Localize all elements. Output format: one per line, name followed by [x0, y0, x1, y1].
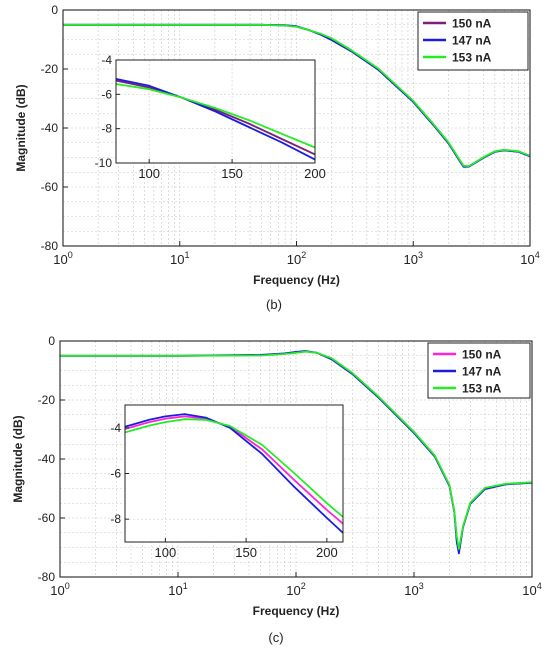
legend: 150 nA 147 nA 153 nA [427, 342, 531, 399]
inset-x-tick-label: 200 [304, 166, 326, 181]
x-tick-label: 100 [53, 250, 72, 267]
x-tick-label: 102 [286, 581, 305, 598]
inset-series-line-153-na [124, 418, 344, 518]
legend-label: 153 nA [452, 51, 492, 65]
inset-x-tick-label: 150 [221, 166, 243, 181]
y-tick-label: -80 [41, 239, 59, 253]
y-tick-label: -40 [41, 121, 59, 135]
x-tick-label: 101 [170, 250, 189, 267]
x-axis-label: Frequency (Hz) [253, 604, 340, 618]
inset-x-tick-label: 100 [138, 166, 160, 181]
inset-frame [115, 59, 316, 164]
legend-label: 147 nA [452, 34, 492, 48]
legend-label: 150 nA [452, 17, 492, 31]
x-tick-label: 104 [522, 581, 541, 598]
legend-label: 147 nA [462, 365, 502, 379]
legend-label: 150 nA [462, 348, 502, 362]
y-tick-label: -20 [41, 62, 59, 76]
x-axis-label: Frequency (Hz) [253, 273, 340, 287]
inset-y-tick-label: -8 [101, 122, 112, 136]
x-tick-label: 100 [50, 581, 69, 598]
x-tick-label: 101 [168, 581, 187, 598]
y-axis-label: Magnitude (dB) [14, 84, 28, 171]
inset-x-tick-label: 100 [155, 545, 177, 560]
y-tick-label: -20 [38, 393, 56, 407]
inset-series-line-153-na [115, 83, 316, 149]
inset-y-tick-label: -6 [101, 87, 112, 101]
x-tick-label: 104 [520, 250, 539, 267]
legend: 150 nA 147 nA 153 nA [417, 11, 529, 71]
x-tick-label: 103 [404, 581, 423, 598]
legend-label: 153 nA [462, 382, 502, 396]
inset-y-tick-label: -10 [95, 156, 113, 170]
inset-y-tick-label: -6 [110, 467, 121, 481]
inset-y-tick-label: -4 [101, 53, 112, 67]
series-line-153-na [63, 23, 531, 168]
y-tick-label: -40 [38, 452, 56, 466]
x-tick-label: 103 [404, 250, 423, 267]
inset-series-line-150-na [115, 79, 316, 156]
y-tick-label: -60 [41, 180, 59, 194]
y-tick-label: 0 [51, 3, 58, 17]
series-line-153-na [60, 350, 533, 550]
panel-b: 100 101 102 103 104 0 -20 -40 -60 -80 Frequency (H… [14, 3, 540, 312]
panel-c: 100 101 102 103 104 0 -20 -40 -60 -80 Frequency (H… [11, 334, 542, 645]
inset-y-tick-label: -4 [110, 421, 121, 435]
y-axis-label: Magnitude (dB) [11, 415, 25, 502]
x-tick-label: 102 [287, 250, 306, 267]
panel-label: (b) [266, 297, 282, 312]
inset-x-tick-label: 200 [316, 545, 338, 560]
y-tick-label: 0 [48, 334, 55, 348]
y-tick-label: -60 [38, 511, 56, 525]
inset-y-tick-label: -8 [110, 512, 121, 526]
inset-x-tick-label: 150 [235, 545, 257, 560]
inset: 100 150 200 -4 -6 -8 -10 [95, 53, 326, 181]
inset-series-line-147-na [115, 78, 316, 161]
y-tick-label: -80 [38, 570, 56, 584]
panel-label: (c) [268, 630, 283, 645]
inset: 100 150 200 -4 -6 -8 [110, 404, 344, 560]
